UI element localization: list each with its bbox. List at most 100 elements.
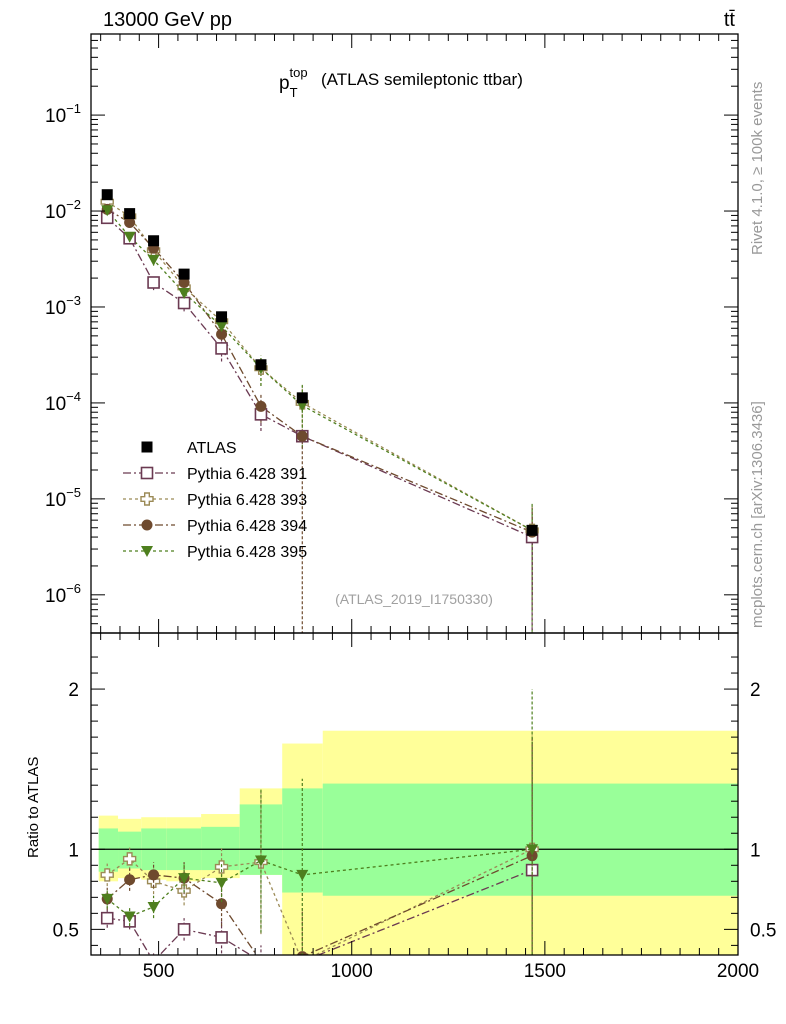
x-tick-label: 1500 xyxy=(524,961,566,982)
series-point xyxy=(296,430,308,442)
legend-marker xyxy=(141,519,153,531)
atlas-data-point xyxy=(124,208,136,220)
series-line xyxy=(106,208,533,533)
y-tick-label-exp: −4 xyxy=(66,389,81,404)
y-tick-label-base: 10 xyxy=(45,202,66,223)
atlas-data-point xyxy=(178,268,190,280)
ratio-line xyxy=(106,848,533,955)
x-tick-label: 2000 xyxy=(717,961,759,982)
spectrum-series-group xyxy=(100,189,539,633)
series-point xyxy=(215,321,228,333)
plot-title: pTtop xyxy=(279,65,308,100)
ratio-point xyxy=(123,911,136,923)
ratio-point xyxy=(299,954,306,955)
atlas-data-point xyxy=(216,311,228,323)
ratio-y-tick-label-left: 0.5 xyxy=(53,920,79,941)
y-tick-label: 10−4 xyxy=(45,389,81,415)
series-line xyxy=(106,217,533,538)
legend-label: Pythia 6.428 395 xyxy=(187,544,307,561)
y-tick-label: 10−2 xyxy=(45,197,81,223)
atlas-data-point xyxy=(526,524,538,536)
series-point xyxy=(178,276,190,288)
y-tick-label: 10−3 xyxy=(45,293,81,319)
y-tick-label: 10−5 xyxy=(45,485,81,511)
title-sup: top xyxy=(290,65,308,80)
ratio-bands xyxy=(91,730,738,955)
ratio-point xyxy=(215,931,228,944)
legend-marker xyxy=(140,466,154,480)
series-point xyxy=(177,296,191,310)
title-sub: T xyxy=(290,85,298,100)
series-point xyxy=(178,287,191,299)
x-tick-label: 1000 xyxy=(331,961,373,982)
y-tick-label-exp: −5 xyxy=(66,485,81,500)
y-tick-label-exp: −3 xyxy=(66,293,81,308)
rivet-label: Rivet 4.1.0, ≥ 100k events xyxy=(749,82,766,255)
y-tick-label-exp: −6 xyxy=(66,581,81,596)
title-rest: (ATLAS semileptonic ttbar) xyxy=(321,70,523,89)
ratio-y-tick-label-right: 0.5 xyxy=(750,920,776,941)
spectrum-marks xyxy=(100,189,539,633)
y-tick-label-base: 10 xyxy=(45,586,66,607)
series-point xyxy=(147,254,160,266)
legend-marker xyxy=(141,546,153,557)
ratio-point xyxy=(216,898,228,910)
ratio-y-tick-label-left: 2 xyxy=(68,680,79,701)
ratio-point xyxy=(100,911,114,925)
series-point xyxy=(147,276,160,289)
series-point xyxy=(101,205,114,217)
atlas-data-point xyxy=(255,359,267,371)
process-label: tt̄ xyxy=(724,9,736,31)
series-point xyxy=(124,216,136,228)
ratio-line xyxy=(107,869,533,955)
ratio-point xyxy=(526,850,538,862)
ratio-point xyxy=(254,855,267,867)
ratio-y-tick-label-right: 1 xyxy=(750,840,761,861)
legend-marker-atlas xyxy=(141,441,153,453)
ratio-point xyxy=(147,901,160,913)
series-point xyxy=(123,231,136,243)
ratio-point xyxy=(215,877,228,889)
series-point xyxy=(216,328,228,340)
site-label: mcplots.cern.ch [arXiv:1306.3436] xyxy=(749,401,766,628)
ratio-y-tick-label-right: 2 xyxy=(750,680,761,701)
atlas-data-point xyxy=(296,392,308,404)
ratio-point xyxy=(100,868,114,882)
atlas-data-point xyxy=(101,189,113,201)
series-line xyxy=(106,209,533,531)
lower-frame xyxy=(90,632,739,956)
legend-marker xyxy=(140,492,154,506)
x-tick-label: 500 xyxy=(143,961,175,982)
ratio-marks xyxy=(100,689,539,967)
series-line xyxy=(106,201,533,531)
ratio-series-group xyxy=(100,689,539,967)
energy-label: 13000 GeV pp xyxy=(103,9,232,31)
green-band-bin xyxy=(98,828,119,872)
y-tick-label-exp: −2 xyxy=(66,197,81,212)
atlas-data-point xyxy=(148,235,160,247)
y-tick-label-base: 10 xyxy=(45,394,66,415)
ratio-point xyxy=(297,951,308,955)
ratio-point xyxy=(101,893,114,905)
green-band-bin xyxy=(322,783,738,896)
legend-label-atlas: ATLAS xyxy=(187,440,237,457)
ratio-axis-label: Ratio to ATLAS xyxy=(25,757,42,858)
legend-label: Pythia 6.428 393 xyxy=(187,492,307,509)
ratio-point xyxy=(255,956,266,967)
y-tick-label-base: 10 xyxy=(45,298,66,319)
ratio-point xyxy=(178,873,191,885)
ratio-point xyxy=(297,956,308,967)
ratio-y-tick-label-left: 1 xyxy=(68,840,79,861)
analysis-id: (ATLAS_2019_I1750330) xyxy=(335,591,493,607)
ratio-point xyxy=(296,869,309,881)
ratio-point xyxy=(122,852,137,866)
y-tick-label-exp: −1 xyxy=(66,101,81,116)
ratio-point xyxy=(124,874,136,886)
ratio-point xyxy=(148,869,160,881)
legend-label: Pythia 6.428 394 xyxy=(187,518,307,535)
legend-label: Pythia 6.428 391 xyxy=(187,466,307,483)
title-main: p xyxy=(279,73,290,94)
ratio-point xyxy=(526,844,539,856)
